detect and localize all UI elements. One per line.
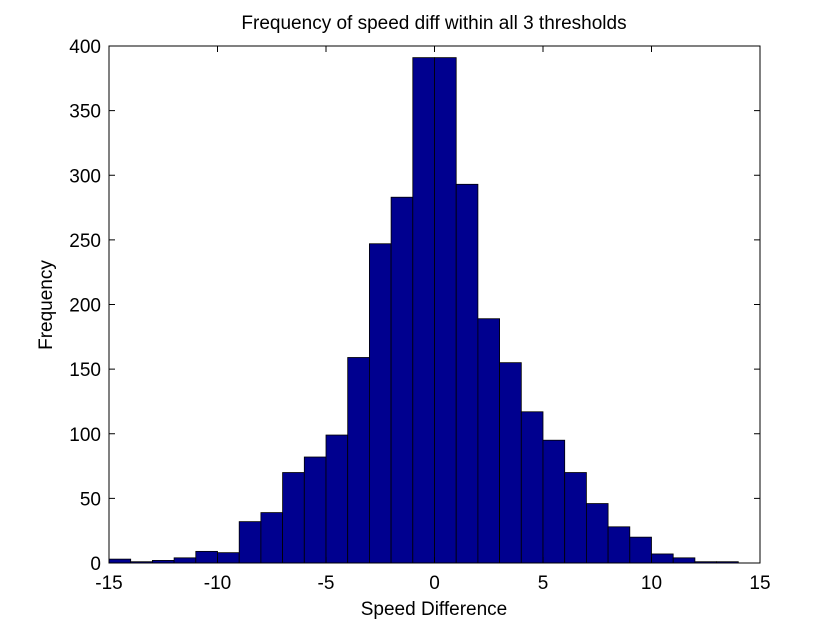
- histogram-bar: [238, 521, 262, 564]
- x-tick-label: -15: [95, 573, 122, 594]
- histogram-bar: [607, 526, 631, 564]
- y-tick-label: 150: [69, 360, 101, 381]
- y-tick-label: 250: [69, 231, 101, 252]
- histogram-bar: [347, 357, 370, 564]
- histogram-bar: [434, 57, 457, 564]
- y-tick-label: 50: [80, 489, 101, 510]
- y-tick-label: 300: [69, 166, 101, 187]
- x-tick-label: 15: [749, 573, 770, 594]
- histogram-bar: [651, 553, 674, 564]
- bars-group: [108, 57, 739, 564]
- x-tick-label: 10: [641, 573, 662, 594]
- histogram-bar: [260, 512, 283, 564]
- histogram-bar: [586, 503, 609, 564]
- y-tick-label: 350: [69, 102, 101, 123]
- y-tick-label: 100: [69, 425, 101, 446]
- histogram-bar: [108, 558, 132, 564]
- histogram-bar: [629, 536, 652, 564]
- histogram-bar: [217, 552, 240, 564]
- histogram-bar: [672, 557, 696, 564]
- x-tick-label: 5: [538, 573, 549, 594]
- histogram-bar: [303, 456, 327, 564]
- histogram-bar: [542, 439, 566, 564]
- y-tick-label: 0: [90, 554, 101, 575]
- histogram-bar: [564, 472, 587, 564]
- histogram-bar: [520, 411, 544, 564]
- histogram-bar: [390, 196, 414, 564]
- x-axis: -15 -10 -5 0 5 10 15: [95, 46, 771, 594]
- chart-title: Frequency of speed diff within all 3 thr…: [241, 13, 626, 34]
- histogram-bar: [282, 472, 305, 564]
- y-axis: 0 50 100 150 200 250 300 350 400: [69, 37, 760, 575]
- histogram-bar: [477, 318, 500, 564]
- y-tick-label: 400: [69, 37, 101, 58]
- x-axis-title: Speed Difference: [361, 599, 507, 620]
- histogram-bar: [368, 243, 392, 564]
- x-tick-label: -10: [204, 573, 231, 594]
- y-tick-label: 200: [69, 296, 101, 317]
- histogram-bar: [173, 557, 197, 564]
- x-tick-label: -5: [318, 573, 335, 594]
- histogram-bar: [325, 434, 349, 564]
- histogram-bar: [412, 57, 435, 564]
- y-axis-title: Frequency: [36, 260, 57, 350]
- histogram-bar: [455, 183, 479, 564]
- x-tick-label: 0: [429, 573, 440, 594]
- histogram-bar: [195, 550, 218, 564]
- histogram-bar: [499, 362, 522, 564]
